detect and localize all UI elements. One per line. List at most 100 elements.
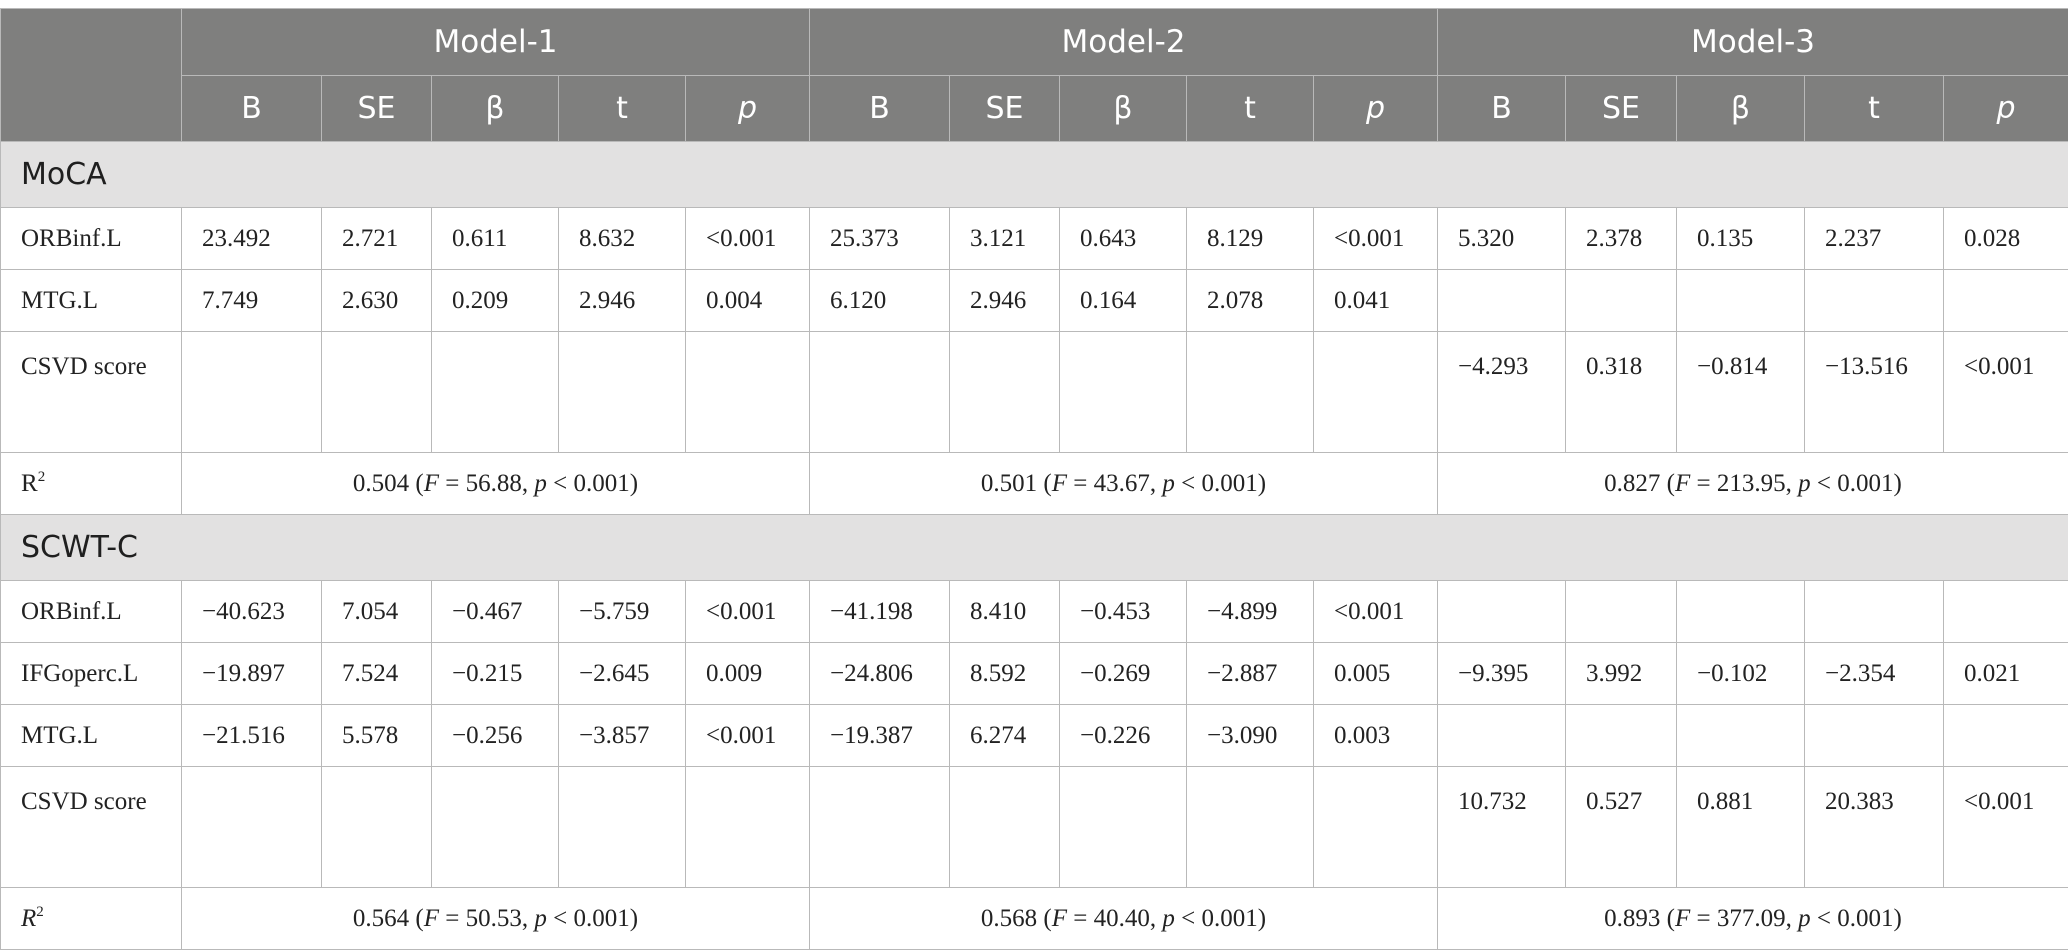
- p-symbol: p: [1162, 470, 1175, 497]
- r-squared-value: 0.827: [1604, 470, 1660, 497]
- f-symbol: F: [424, 470, 439, 497]
- table-cell: <0.001: [1314, 581, 1438, 643]
- table-cell: [1677, 270, 1805, 332]
- r-squared-value: 0.564: [353, 905, 409, 932]
- p-value: 0.001: [574, 905, 630, 932]
- table-cell: −0.102: [1677, 643, 1805, 705]
- table-cell: [1060, 767, 1187, 888]
- table-cell: [322, 767, 432, 888]
- table-cell: [1677, 581, 1805, 643]
- table-cell: [1944, 705, 2068, 767]
- table-cell: [1314, 767, 1438, 888]
- table-cell: [1438, 581, 1566, 643]
- p-value: 0.001: [574, 470, 630, 497]
- table-cell: −0.467: [432, 581, 559, 643]
- superscript-two: 2: [36, 904, 44, 920]
- table-cell: 6.274: [950, 705, 1060, 767]
- table-cell: [559, 332, 686, 453]
- f-value: 50.53: [466, 905, 522, 932]
- section-title: SCWT-C: [1, 515, 2068, 581]
- section-title: MoCA: [1, 142, 2068, 208]
- r-squared-label: R2: [1, 888, 182, 950]
- table-cell: [1566, 705, 1677, 767]
- model-1-stat-header: p: [686, 76, 810, 142]
- r-squared-symbol: R: [21, 470, 38, 497]
- table-cell: [1566, 270, 1677, 332]
- table-cell: 25.373: [810, 208, 950, 270]
- table-cell: −40.623: [182, 581, 322, 643]
- table-cell: −4.899: [1187, 581, 1314, 643]
- model-2-stat-header: β: [1060, 76, 1187, 142]
- table-cell: 20.383: [1805, 767, 1944, 888]
- table-cell: 7.749: [182, 270, 322, 332]
- p-symbol: p: [534, 905, 547, 932]
- p-value: 0.001: [1202, 470, 1258, 497]
- table-cell: [1944, 581, 2068, 643]
- model-fit-cell: 0.893 (F = 377.09, p < 0.001): [1438, 888, 2068, 950]
- table-cell: −0.226: [1060, 705, 1187, 767]
- section-row: MoCA: [1, 142, 2068, 208]
- table-cell: −0.215: [432, 643, 559, 705]
- f-symbol: F: [1052, 905, 1067, 932]
- table-cell: [1060, 332, 1187, 453]
- table-cell: 0.164: [1060, 270, 1187, 332]
- table-cell: [686, 332, 810, 453]
- table-cell: [1187, 767, 1314, 888]
- table-cell: −4.293: [1438, 332, 1566, 453]
- model-3-stat-header: t: [1805, 76, 1944, 142]
- p-value: 0.001: [1837, 470, 1893, 497]
- r-squared-value: 0.568: [981, 905, 1037, 932]
- table-cell: [1566, 581, 1677, 643]
- table-cell: [810, 332, 950, 453]
- r-squared-symbol: R: [21, 905, 36, 932]
- f-symbol: F: [1675, 470, 1690, 497]
- model-2-stat-header: t: [1187, 76, 1314, 142]
- table-cell: −3.090: [1187, 705, 1314, 767]
- table-cell: [559, 767, 686, 888]
- model-fit-cell: 0.568 (F = 40.40, p < 0.001): [810, 888, 1438, 950]
- table-cell: −5.759: [559, 581, 686, 643]
- table-cell: [432, 332, 559, 453]
- f-value: 213.95: [1717, 470, 1786, 497]
- predictor-label: ORBinf.L: [1, 581, 182, 643]
- table-cell: −0.453: [1060, 581, 1187, 643]
- model-1-header: Model-1: [182, 9, 810, 76]
- p-symbol: p: [1798, 905, 1811, 932]
- table-cell: 2.946: [950, 270, 1060, 332]
- table-cell: [950, 332, 1060, 453]
- table-cell: −0.269: [1060, 643, 1187, 705]
- p-symbol: p: [1798, 470, 1811, 497]
- table-cell: −2.354: [1805, 643, 1944, 705]
- table-cell: 3.121: [950, 208, 1060, 270]
- table-cell: [1677, 705, 1805, 767]
- table-cell: −21.516: [182, 705, 322, 767]
- table-cell: −2.887: [1187, 643, 1314, 705]
- model-3-stat-header: p: [1944, 76, 2068, 142]
- model-3-header: Model-3: [1438, 9, 2068, 76]
- table-cell: 10.732: [1438, 767, 1566, 888]
- f-symbol: F: [1052, 470, 1067, 497]
- table-cell: <0.001: [686, 581, 810, 643]
- table-cell: 0.318: [1566, 332, 1677, 453]
- r-squared-value: 0.893: [1604, 905, 1660, 932]
- model-2-stat-header: SE: [950, 76, 1060, 142]
- table-cell: [322, 332, 432, 453]
- model-fit-cell: 0.501 (F = 43.67, p < 0.001): [810, 453, 1438, 515]
- table-cell: 8.592: [950, 643, 1060, 705]
- f-value: 40.40: [1094, 905, 1150, 932]
- table-cell: <0.001: [686, 208, 810, 270]
- table-cell: 2.378: [1566, 208, 1677, 270]
- table-cell: 5.578: [322, 705, 432, 767]
- table-cell: [810, 767, 950, 888]
- p-value: 0.001: [1202, 905, 1258, 932]
- model-3-stat-header: SE: [1566, 76, 1677, 142]
- model-1-stat-header: t: [559, 76, 686, 142]
- table-cell: [1805, 581, 1944, 643]
- superscript-two: 2: [38, 469, 46, 485]
